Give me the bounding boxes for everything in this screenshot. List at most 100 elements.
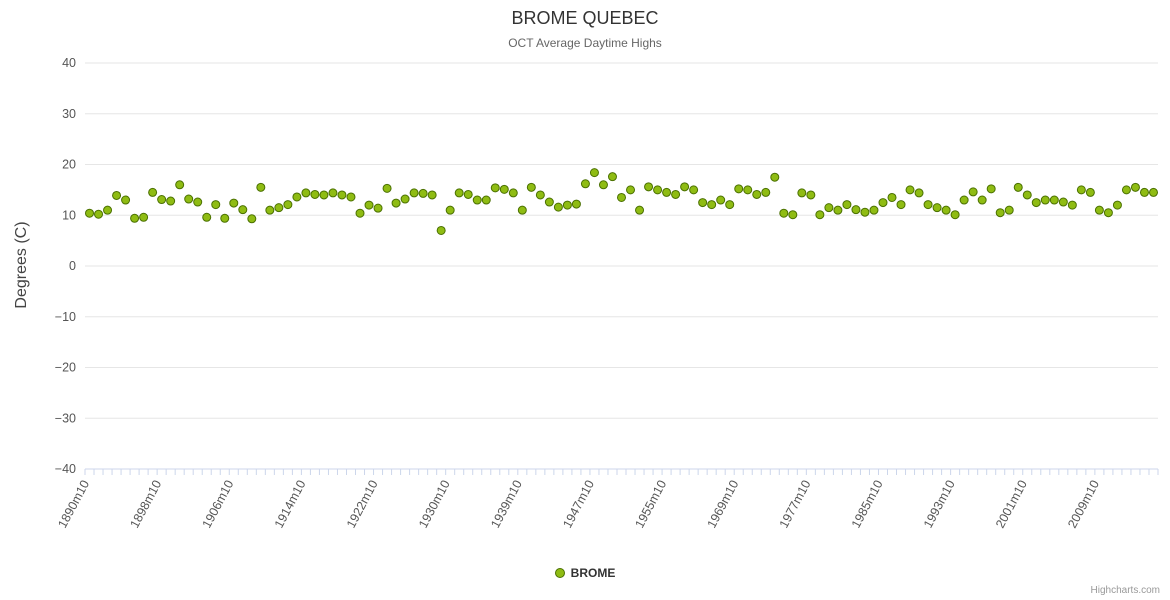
data-point[interactable]	[301, 188, 311, 198]
data-point[interactable]	[1148, 187, 1158, 197]
data-point[interactable]	[941, 205, 951, 215]
data-point[interactable]	[734, 184, 744, 194]
data-point[interactable]	[283, 200, 293, 210]
data-point[interactable]	[265, 205, 275, 215]
data-point[interactable]	[779, 208, 789, 218]
data-point[interactable]	[752, 189, 762, 199]
data-point[interactable]	[959, 195, 969, 205]
data-point[interactable]	[355, 208, 365, 218]
data-point[interactable]	[382, 183, 392, 193]
data-point[interactable]	[310, 189, 320, 199]
data-point[interactable]	[256, 182, 266, 192]
data-point[interactable]	[364, 200, 374, 210]
data-point[interactable]	[400, 194, 410, 204]
data-point[interactable]	[490, 183, 500, 193]
data-point[interactable]	[914, 188, 924, 198]
data-point[interactable]	[1049, 195, 1059, 205]
data-point[interactable]	[571, 199, 581, 209]
data-point[interactable]	[869, 205, 879, 215]
data-point[interactable]	[860, 207, 870, 217]
data-point[interactable]	[553, 202, 563, 212]
data-point[interactable]	[418, 188, 428, 198]
data-point[interactable]	[968, 187, 978, 197]
data-point[interactable]	[932, 203, 942, 213]
data-point[interactable]	[580, 179, 590, 189]
data-point[interactable]	[175, 180, 185, 190]
data-point[interactable]	[770, 172, 780, 182]
data-point[interactable]	[211, 200, 221, 210]
data-point[interactable]	[788, 210, 798, 220]
data-point[interactable]	[1040, 195, 1050, 205]
legend-item-brome[interactable]: BROME	[0, 566, 1170, 580]
data-point[interactable]	[977, 195, 987, 205]
data-point[interactable]	[319, 190, 329, 200]
data-point[interactable]	[481, 195, 491, 205]
data-point[interactable]	[1103, 208, 1113, 218]
data-point[interactable]	[508, 188, 518, 198]
data-point[interactable]	[112, 190, 122, 200]
data-point[interactable]	[535, 190, 545, 200]
data-point[interactable]	[626, 185, 636, 195]
data-point[interactable]	[472, 195, 482, 205]
data-point[interactable]	[1139, 187, 1149, 197]
data-point[interactable]	[716, 195, 726, 205]
data-point[interactable]	[1067, 200, 1077, 210]
data-point[interactable]	[833, 205, 843, 215]
data-point[interactable]	[842, 200, 852, 210]
data-point[interactable]	[607, 172, 617, 182]
data-point[interactable]	[94, 209, 104, 219]
data-point[interactable]	[103, 205, 113, 215]
data-point[interactable]	[121, 195, 131, 205]
data-point[interactable]	[346, 192, 356, 202]
data-point[interactable]	[1013, 182, 1023, 192]
data-point[interactable]	[707, 200, 717, 210]
data-point[interactable]	[193, 197, 203, 207]
data-point[interactable]	[950, 210, 960, 220]
data-point[interactable]	[148, 187, 158, 197]
data-point[interactable]	[1058, 197, 1068, 207]
data-point[interactable]	[887, 192, 897, 202]
data-point[interactable]	[995, 208, 1005, 218]
data-point[interactable]	[851, 205, 861, 215]
data-point[interactable]	[761, 187, 771, 197]
data-point[interactable]	[328, 188, 338, 198]
data-point[interactable]	[184, 194, 194, 204]
data-point[interactable]	[598, 180, 608, 190]
data-point[interactable]	[445, 205, 455, 215]
data-point[interactable]	[1121, 185, 1131, 195]
data-point[interactable]	[1076, 185, 1086, 195]
data-point[interactable]	[878, 198, 888, 208]
data-point[interactable]	[130, 213, 140, 223]
data-point[interactable]	[635, 205, 645, 215]
data-point[interactable]	[743, 185, 753, 195]
data-point[interactable]	[229, 198, 239, 208]
data-point[interactable]	[517, 205, 527, 215]
data-point[interactable]	[797, 188, 807, 198]
data-point[interactable]	[1130, 182, 1140, 192]
data-point[interactable]	[671, 189, 681, 199]
data-point[interactable]	[680, 182, 690, 192]
data-point[interactable]	[247, 214, 257, 224]
data-point[interactable]	[499, 184, 509, 194]
data-point[interactable]	[373, 203, 383, 213]
data-point[interactable]	[454, 188, 464, 198]
data-point[interactable]	[436, 225, 446, 235]
data-point[interactable]	[526, 182, 536, 192]
data-point[interactable]	[1094, 205, 1104, 215]
data-point[interactable]	[1004, 205, 1014, 215]
data-point[interactable]	[1112, 200, 1122, 210]
data-point[interactable]	[905, 185, 915, 195]
data-point[interactable]	[986, 184, 996, 194]
credits-link[interactable]: Highcharts.com	[1090, 585, 1160, 596]
data-point[interactable]	[202, 212, 212, 222]
data-point[interactable]	[725, 200, 735, 210]
data-point[interactable]	[85, 208, 95, 218]
data-point[interactable]	[1022, 190, 1032, 200]
data-point[interactable]	[427, 190, 437, 200]
data-point[interactable]	[689, 185, 699, 195]
data-point[interactable]	[1031, 198, 1041, 208]
data-point[interactable]	[653, 185, 663, 195]
data-point[interactable]	[815, 210, 825, 220]
data-point[interactable]	[662, 187, 672, 197]
data-point[interactable]	[544, 197, 554, 207]
